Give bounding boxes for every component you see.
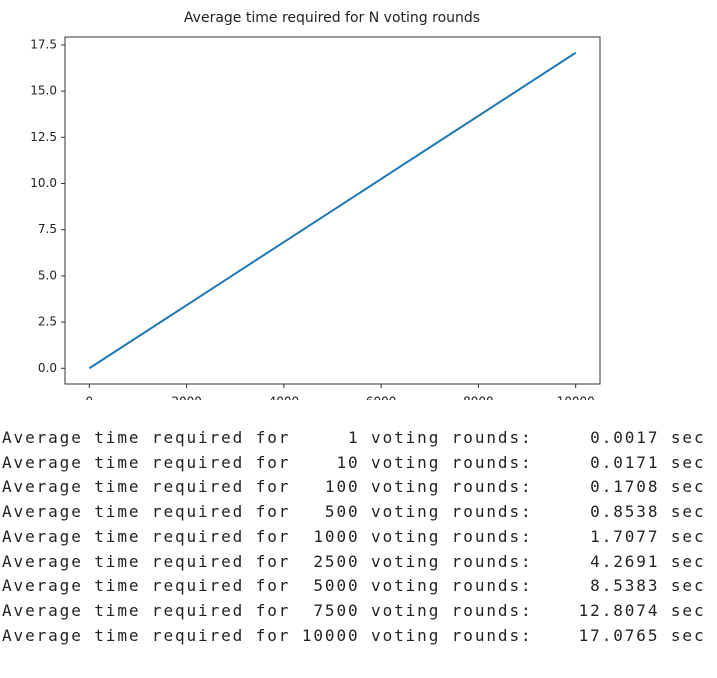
y-tick-label: 12.5 xyxy=(30,130,57,144)
axes-frame xyxy=(64,36,601,385)
output-line: Average time required for 500 voting rou… xyxy=(2,502,706,522)
output-line: Average time required for 10000 voting r… xyxy=(2,625,706,645)
output-line: Average time required for 100 voting rou… xyxy=(2,477,706,497)
x-tick-label: 8000 xyxy=(463,395,494,401)
y-tick-label: 2.5 xyxy=(38,315,57,329)
output-line: Average time required for 5000 voting ro… xyxy=(2,576,706,596)
y-tick-label: 17.5 xyxy=(30,37,57,51)
x-tick-label: 2000 xyxy=(171,395,202,401)
x-tick-label: 0 xyxy=(85,395,93,401)
y-tick-label: 5.0 xyxy=(38,268,57,282)
chart-title: Average time required for N voting round… xyxy=(184,10,480,26)
x-tick-label: 4000 xyxy=(269,395,300,401)
chart: Average time required for N voting round… xyxy=(30,10,601,401)
output-line: Average time required for 10 voting roun… xyxy=(2,452,706,472)
y-tick-label: 15.0 xyxy=(30,84,57,98)
y-tick-label: 10.0 xyxy=(30,176,57,190)
x-tick-label: 10000 xyxy=(557,395,595,401)
data-line xyxy=(88,51,577,370)
y-tick-label: 7.5 xyxy=(38,222,57,236)
text-output: Average time required for 1 voting round… xyxy=(2,426,706,648)
y-tick-label: 0.0 xyxy=(38,361,57,375)
output-line: Average time required for 2500 voting ro… xyxy=(2,551,706,571)
output-line: Average time required for 7500 voting ro… xyxy=(2,600,706,620)
output-line: Average time required for 1 voting round… xyxy=(2,428,706,447)
output-line: Average time required for 1000 voting ro… xyxy=(2,526,706,546)
x-tick-label: 6000 xyxy=(366,395,397,401)
